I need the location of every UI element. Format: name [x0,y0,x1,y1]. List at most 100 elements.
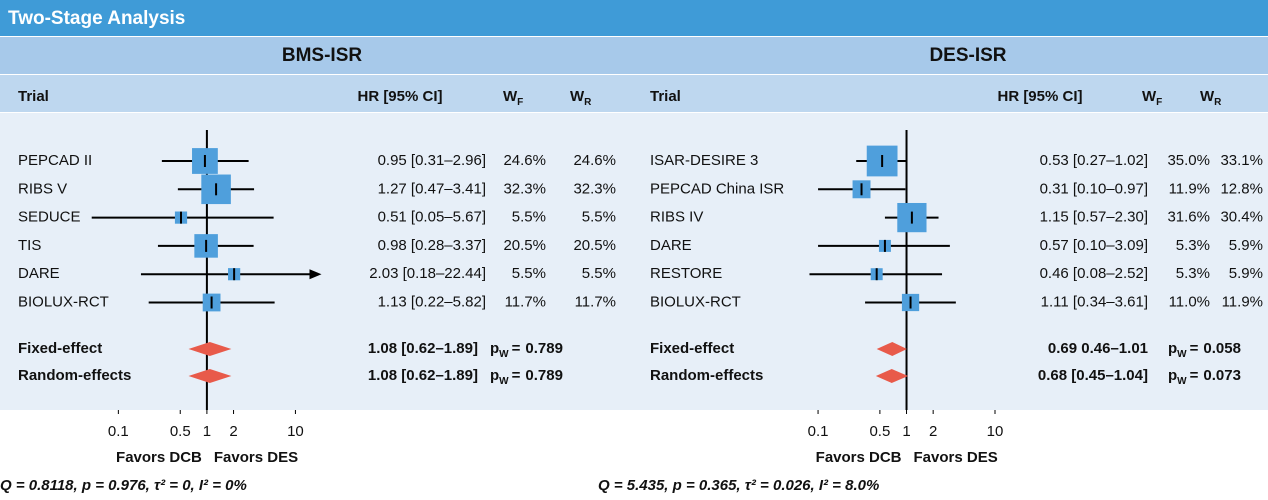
p-subscript: W [499,376,509,387]
p-symbol: p [490,367,499,384]
weight-fixed: 11.9% [1169,180,1210,197]
x-tick-label: 2 [229,423,237,440]
x-tick-label: 2 [929,423,937,440]
header-bar [0,0,1268,36]
x-tick-label: 10 [987,423,1004,440]
trial-name: TIS [18,237,41,254]
col-wr-main: W [570,88,585,105]
summary-name: Random-effects [650,367,763,384]
x-tick-label: 0.5 [869,423,890,440]
trial-name: DARE [650,237,692,254]
weight-random: 20.5% [573,237,616,254]
col-hr: HR [95% CI] [357,88,442,105]
x-tick-label: 0.1 [108,423,129,440]
p-number: 0.073 [1203,367,1241,384]
hr-label: 1.11 [0.34–3.61] [1041,293,1148,310]
trial-name: SEDUCE [18,209,81,226]
x-label-left: Favors DCB [816,449,902,466]
weight-fixed: 11.0% [1169,293,1210,310]
p-value: pW = 0.073 [1168,367,1241,387]
column-bar [0,75,1268,112]
weight-fixed: 5.5% [512,209,546,226]
p-subscript: W [1177,376,1187,387]
heterogeneity: Q = 5.435, p = 0.365, τ² = 0.026, I² = 8… [598,477,879,494]
panel-title: BMS-ISR [282,45,363,66]
trial-name: RESTORE [650,265,722,282]
x-label-right: Favors DES [214,449,298,466]
p-value: pW = 0.058 [1168,340,1241,360]
weight-random: 5.5% [582,265,616,282]
weight-random: 11.7% [575,293,616,310]
summary-name: Random-effects [18,367,131,384]
weight-fixed: 11.7% [505,293,546,310]
p-number: 0.789 [525,367,563,384]
trial-name: RIBS V [18,180,67,197]
hr-label: 0.98 [0.28–3.37] [378,237,486,254]
panel-title: DES-ISR [929,45,1006,66]
col-wf: WF [503,88,523,108]
p-number: 0.058 [1203,340,1241,357]
summary-diamond [188,369,232,383]
col-wf-sub: F [517,97,523,108]
col-wf-main: W [503,88,518,105]
hr-label: 0.95 [0.31–2.96] [378,152,486,169]
summary-hr: 1.08 [0.62–1.89] [368,340,478,357]
col-hr: HR [95% CI] [997,88,1082,105]
x-label-left: Favors DCB [116,449,202,466]
ci-arrow [309,269,322,280]
hr-label: 0.31 [0.10–0.97] [1040,180,1148,197]
col-wr-sub: R [584,97,592,108]
weight-random: 30.4% [1220,209,1263,226]
trial-name: ISAR-DESIRE 3 [650,152,758,169]
hr-label: 1.13 [0.22–5.82] [378,293,486,310]
x-tick-label: 1 [203,423,211,440]
p-symbol: p [490,340,499,357]
col-wf: WF [1142,88,1162,108]
hr-label: 0.46 [0.08–2.52] [1040,265,1148,282]
weight-fixed: 24.6% [503,152,546,169]
col-wr: WR [1200,88,1222,108]
weight-fixed: 5.3% [1176,237,1210,254]
p-value: pW = 0.789 [490,367,563,387]
hr-label: 0.51 [0.05–5.67] [378,209,486,226]
weight-fixed: 5.3% [1176,265,1210,282]
trial-name: PEPCAD II [18,152,92,169]
hr-label: 0.53 [0.27–1.02] [1040,152,1148,169]
heterogeneity: Q = 0.8118, p = 0.976, τ² = 0, I² = 0% [0,477,247,494]
weight-fixed: 20.5% [503,237,546,254]
summary-diamond [876,342,907,356]
col-wf-sub: F [1156,97,1162,108]
weight-random: 5.9% [1229,237,1263,254]
col-wr-main: W [1200,88,1215,105]
summary-diamond [875,369,909,383]
p-symbol: p [1168,340,1177,357]
figure-title: Two-Stage Analysis [8,8,185,29]
p-subscript: W [499,349,509,360]
p-value: pW = 0.789 [490,340,563,360]
weight-random: 11.9% [1222,293,1263,310]
weight-random: 5.5% [582,209,616,226]
weight-fixed: 5.5% [512,265,546,282]
col-wr-sub: R [1214,97,1222,108]
summary-name: Fixed-effect [18,340,102,357]
trial-name: RIBS IV [650,209,703,226]
x-tick-label: 10 [287,423,304,440]
trial-name: DARE [18,265,60,282]
col-wr: WR [570,88,592,108]
col-trial: Trial [18,88,49,105]
title-bar [0,37,1268,74]
summary-hr: 1.08 [0.62–1.89] [368,367,478,384]
x-tick-label: 0.5 [170,423,191,440]
summary-hr: 0.68 [0.45–1.04] [1038,367,1148,384]
summary-diamond [188,342,232,356]
p-equals: = [1190,340,1199,357]
weight-fixed: 32.3% [503,180,546,197]
x-tick-label: 1 [902,423,910,440]
hr-label: 0.57 [0.10–3.09] [1040,237,1148,254]
hr-label: 1.15 [0.57–2.30] [1040,209,1148,226]
p-symbol: p [1168,367,1177,384]
summary-hr: 0.69 0.46–1.01 [1048,340,1148,357]
trial-name: PEPCAD China ISR [650,180,784,197]
weight-random: 33.1% [1220,152,1263,169]
